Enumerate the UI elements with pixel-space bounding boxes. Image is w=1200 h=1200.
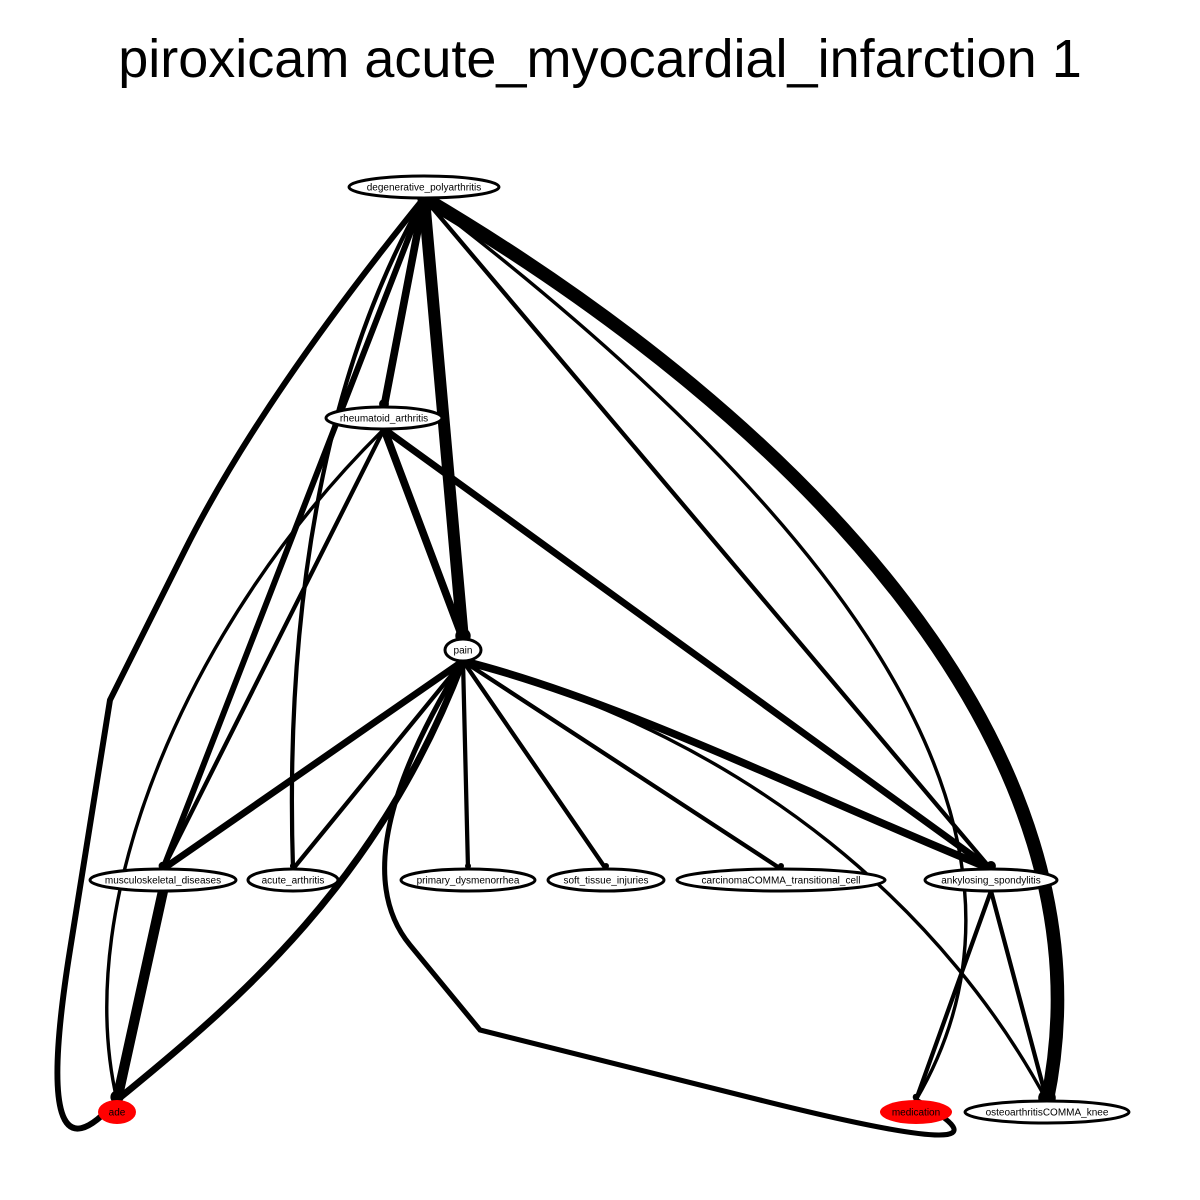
edge-pain-to-ankylosing_spondylitis bbox=[459, 657, 995, 873]
edge-rheumatoid_arthritis-to-ankylosing_spondylitis bbox=[380, 425, 995, 873]
edge-rheumatoid_arthritis-to-ade bbox=[105, 427, 386, 1102]
node-shape-carcinomaCOMMA_transitional_cell bbox=[675, 867, 887, 893]
edge-pain-to-primary_dysmenorrhea bbox=[460, 658, 471, 872]
node-label-carcinomaCOMMA_transitional_cell: carcinomaCOMMA_transitional_cell bbox=[702, 876, 861, 887]
arrowhead-pain-to-acute_arthritis bbox=[290, 863, 296, 869]
node-primary_dysmenorrhea[interactable]: primary_dysmenorrhea bbox=[399, 867, 537, 893]
arrowhead-ankylosing_spondylitis-to-osteoarthritisCOMMA_knee bbox=[1044, 1095, 1050, 1101]
nodes-layer: degenerative_polyarthritis rheumatoid_art… bbox=[88, 174, 1131, 1125]
node-shape-ade bbox=[98, 1100, 136, 1124]
edge-pain-to-musculoskeletal_diseases bbox=[159, 657, 467, 873]
node-label-medication: medication bbox=[892, 1108, 940, 1119]
node-soft_tissue_injuries[interactable]: soft_tissue_injuries bbox=[546, 867, 666, 893]
edge-pain-to-ade bbox=[113, 657, 467, 1104]
edge-degenerative_polyarthritis-to-rheumatoid_arthritis bbox=[380, 194, 428, 411]
node-ankylosing_spondylitis[interactable]: ankylosing_spondylitis bbox=[923, 867, 1059, 893]
node-musculoskeletal_diseases[interactable]: musculoskeletal_diseases bbox=[88, 867, 238, 893]
node-label-degenerative_polyarthritis: degenerative_polyarthritis bbox=[367, 183, 482, 194]
node-label-ade: ade bbox=[109, 1108, 126, 1119]
node-label-ankylosing_spondylitis: ankylosing_spondylitis bbox=[941, 876, 1041, 887]
edge-degenerative_polyarthritis-to-pain bbox=[418, 192, 469, 645]
node-label-osteoarthritisCOMMA_knee: osteoarthritisCOMMA_knee bbox=[986, 1108, 1109, 1119]
node-shape-musculoskeletal_diseases bbox=[88, 867, 238, 893]
node-shape-acute_arthritis bbox=[246, 867, 340, 893]
edge-pain-to-osteoarthritisCOMMA_knee bbox=[461, 659, 1049, 1103]
edge-ankylosing_spondylitis-to-osteoarthritisCOMMA_knee bbox=[988, 888, 1050, 1104]
arrowhead-pain-to-soft_tissue_injuries bbox=[603, 863, 609, 869]
edge-ankylosing_spondylitis-to-medication bbox=[913, 888, 994, 1103]
node-acute_arthritis[interactable]: acute_arthritis bbox=[246, 867, 340, 893]
edge-degenerative_polyarthritis-to-ankylosing_spondylitis bbox=[421, 195, 994, 872]
node-carcinomaCOMMA_transitional_cell[interactable]: carcinomaCOMMA_transitional_cell bbox=[675, 867, 887, 893]
edge-degenerative_polyarthritis-to-osteoarthritisCOMMA_knee bbox=[417, 191, 1065, 1108]
node-label-pain: pain bbox=[454, 646, 473, 657]
node-label-musculoskeletal_diseases: musculoskeletal_diseases bbox=[105, 876, 221, 887]
node-label-soft_tissue_injuries: soft_tissue_injuries bbox=[563, 876, 648, 887]
arrowhead-ankylosing_spondylitis-to-medication bbox=[913, 1094, 919, 1100]
node-label-rheumatoid_arthritis: rheumatoid_arthritis bbox=[340, 414, 428, 425]
node-shape-ankylosing_spondylitis bbox=[923, 867, 1059, 893]
edge-rheumatoid_arthritis-to-musculoskeletal_diseases bbox=[160, 426, 387, 872]
page-title: piroxicam acute_myocardial_infarction 1 bbox=[118, 29, 1082, 89]
edge-degenerative_polyarthritis-to-acute_arthritis bbox=[289, 195, 427, 872]
node-shape-soft_tissue_injuries bbox=[546, 867, 666, 893]
edge-pain-to-medication bbox=[382, 658, 957, 1138]
node-rheumatoid_arthritis[interactable]: rheumatoid_arthritis bbox=[324, 405, 444, 431]
node-degenerative_polyarthritis[interactable]: degenerative_polyarthritis bbox=[347, 174, 501, 200]
arrowhead-pain-to-carcinomaCOMMA_transitional_cell bbox=[778, 863, 784, 869]
node-label-acute_arthritis: acute_arthritis bbox=[262, 876, 325, 887]
edge-degenerative_polyarthritis-to-ade bbox=[54, 195, 427, 1132]
arrowhead-pain-to-primary_dysmenorrhea bbox=[465, 863, 471, 869]
edge-rheumatoid_arthritis-to-pain bbox=[380, 425, 467, 643]
edge-pain-to-acute_arthritis bbox=[290, 658, 466, 872]
node-pain[interactable]: pain bbox=[443, 637, 483, 663]
node-shape-medication bbox=[880, 1100, 952, 1124]
edge-degenerative_polyarthritis-to-medication bbox=[422, 196, 968, 1102]
edge-pain-to-carcinomaCOMMA_transitional_cell bbox=[460, 658, 784, 872]
edges-layer bbox=[54, 191, 1065, 1138]
node-shape-primary_dysmenorrhea bbox=[399, 867, 537, 893]
node-label-primary_dysmenorrhea: primary_dysmenorrhea bbox=[417, 876, 520, 887]
node-shape-pain bbox=[443, 637, 483, 663]
node-osteoarthritisCOMMA_knee[interactable]: osteoarthritisCOMMA_knee bbox=[963, 1099, 1131, 1125]
edge-musculoskeletal_diseases-to-ade bbox=[111, 885, 169, 1106]
node-ade[interactable]: ade bbox=[98, 1100, 136, 1124]
node-shape-degenerative_polyarthritis bbox=[347, 174, 501, 200]
edge-pain-to-soft_tissue_injuries bbox=[460, 658, 609, 872]
node-medication[interactable]: medication bbox=[880, 1100, 952, 1124]
node-shape-osteoarthritisCOMMA_knee bbox=[963, 1099, 1131, 1125]
node-shape-rheumatoid_arthritis bbox=[324, 405, 444, 431]
